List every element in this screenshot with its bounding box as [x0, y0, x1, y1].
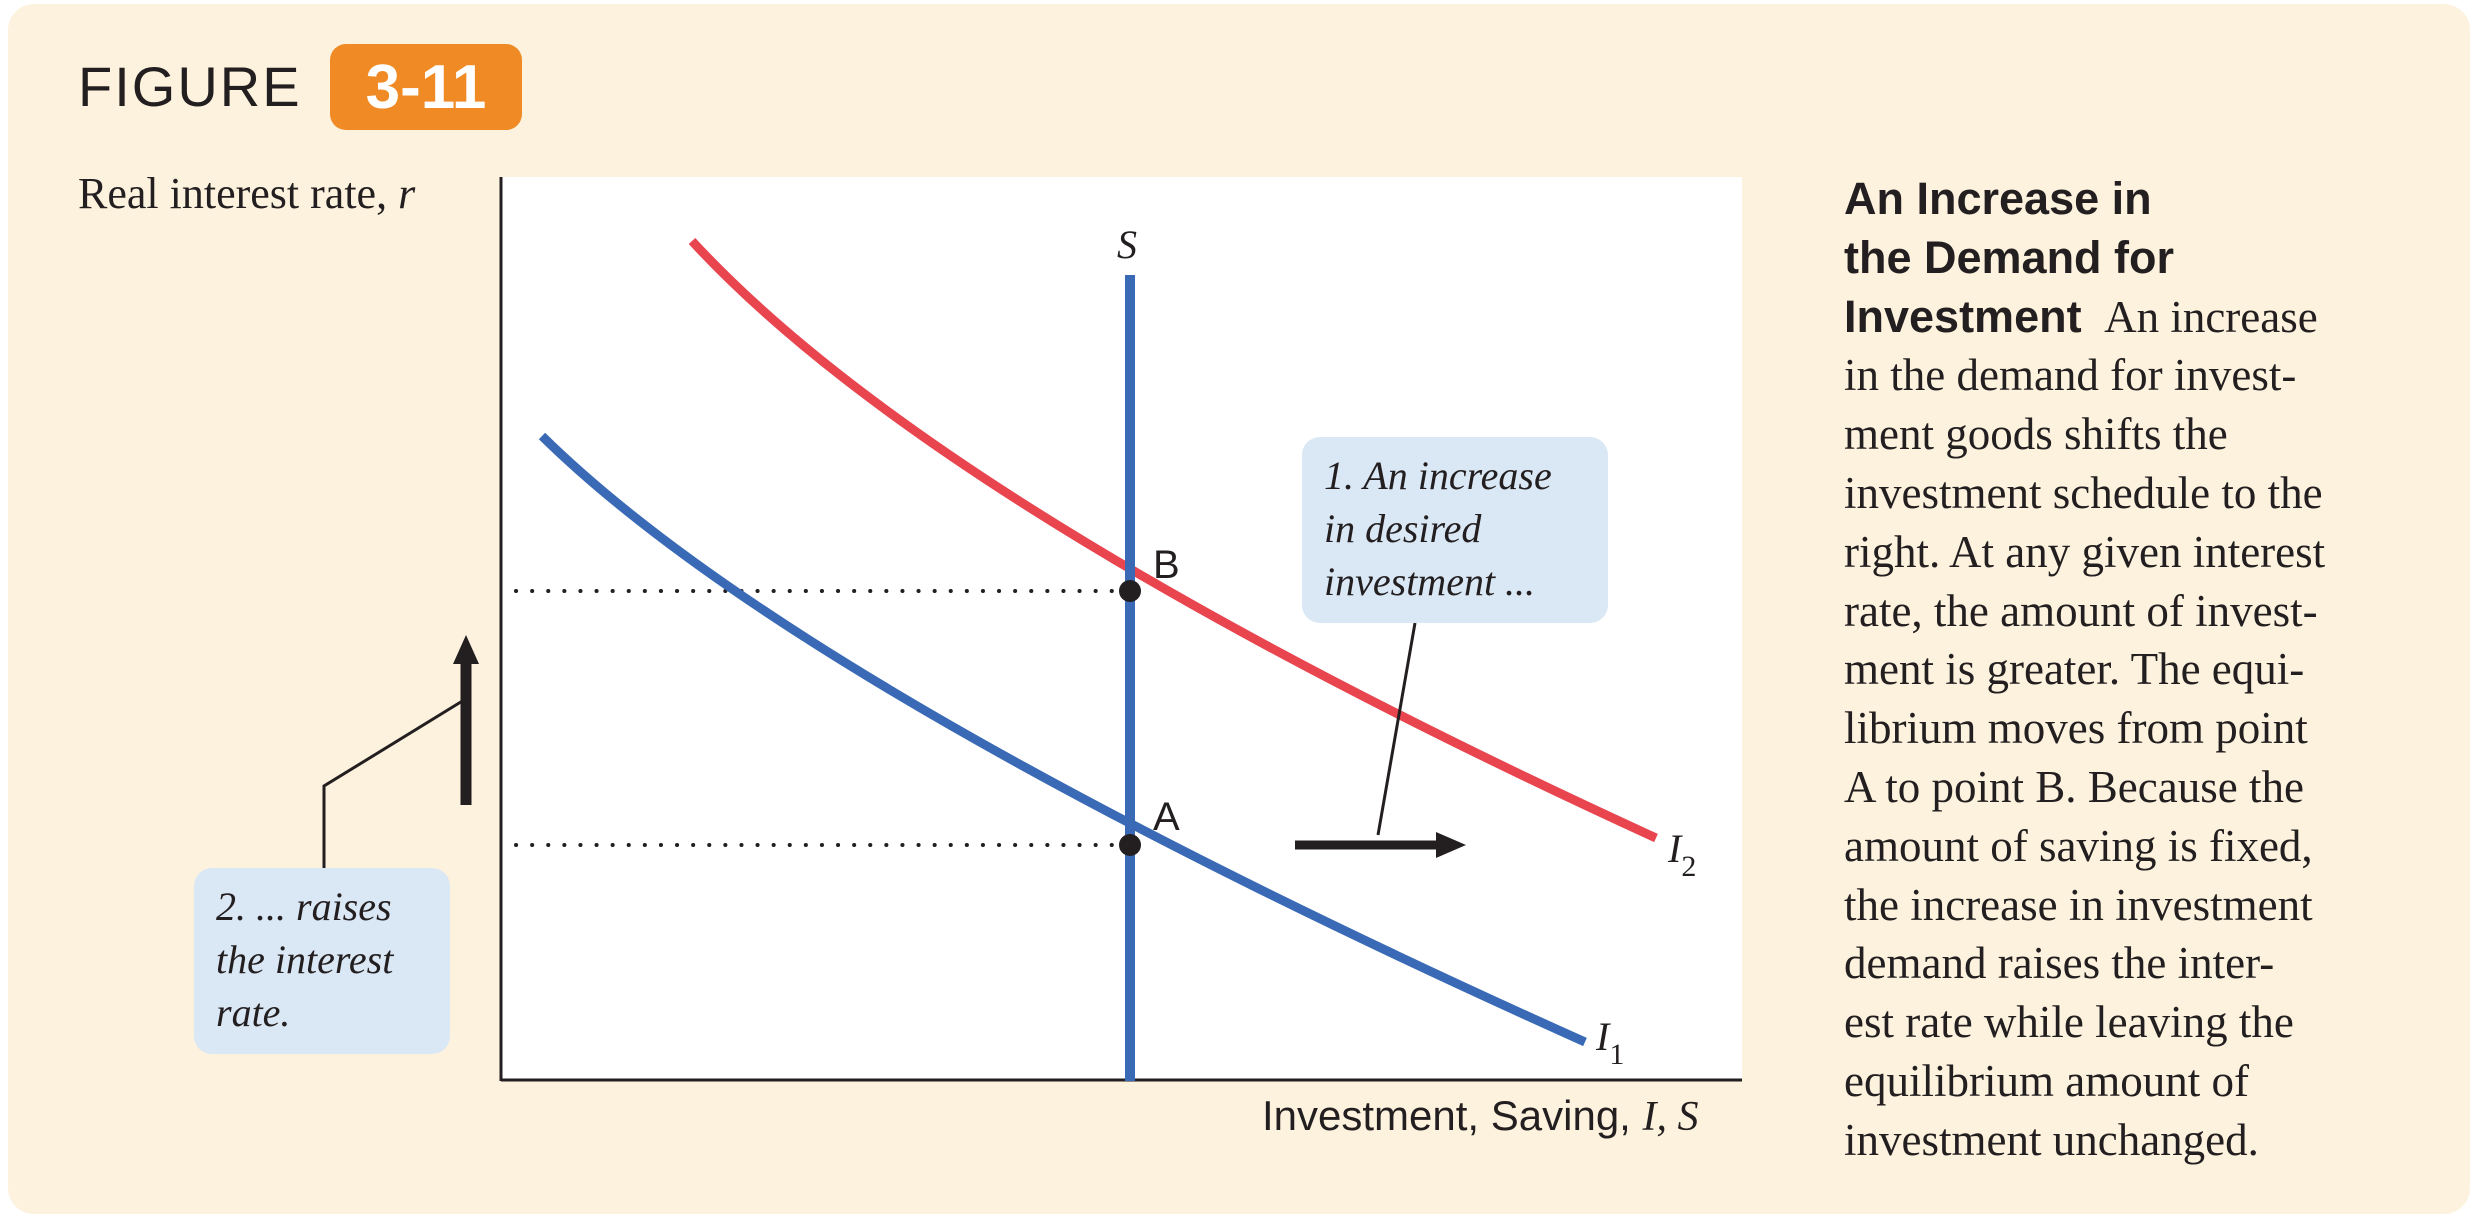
point-b-marker [1119, 580, 1141, 602]
plot-area [501, 177, 1742, 1081]
caption-title-line: An Increase in [1844, 173, 2152, 224]
y-axis-label: Real interest rate, r [78, 168, 415, 219]
figure-caption: An Increase in the Demand for Investment… [1844, 170, 2444, 1170]
caption-body-line: ment is greater. The equi- [1844, 644, 2305, 695]
figure-number-badge: 3-11 [330, 44, 522, 130]
caption-body-line: est rate while leaving the [1844, 997, 2294, 1048]
point-a-label: A [1153, 795, 1180, 839]
x-axis-label-text: Investment, Saving, [1262, 1092, 1643, 1139]
investment-curve-2 [688, 237, 1658, 843]
caption-title-line: the Demand for [1844, 231, 2175, 283]
point-a-marker [1119, 834, 1141, 856]
caption-body-line: librium moves from point [1844, 703, 2308, 754]
callout-1-line: in desired [1324, 506, 1482, 551]
x-axis-label: Investment, Saving, I, S [1262, 1092, 1699, 1141]
caption-body-line: amount of saving is fixed, [1844, 820, 2313, 871]
caption-body-line: in the demand for invest- [1844, 350, 2297, 401]
x-axis-variable: I, S [1642, 1094, 1699, 1140]
callout-raises-interest-rate: 2. ... raises the interest rate. [194, 868, 450, 1054]
caption-body-line: rate, the amount of invest- [1844, 585, 2318, 636]
caption-title-last-line: Investment An increase [1844, 288, 2444, 347]
investment-1-label: I1 [1595, 1014, 1624, 1071]
y-axis-label-text: Real interest rate, [78, 169, 399, 218]
investment-1-letter: I [1595, 1014, 1611, 1059]
rate-up-arrow-head [453, 635, 479, 664]
investment-2-label: I2 [1667, 826, 1696, 883]
callout-increase-desired-investment: 1. An increase in desired investment ... [1302, 437, 1608, 623]
point-b-label: B [1153, 543, 1180, 587]
shift-right-arrow-head [1436, 832, 1466, 858]
y-axis-variable: r [398, 169, 416, 218]
caption-body-line: investment schedule to the [1844, 467, 2323, 518]
investment-1-subscript: 1 [1609, 1038, 1624, 1071]
callout-2-line: 2. ... raises [216, 884, 392, 929]
callout-2-line: the interest [216, 937, 394, 982]
callout-1-line: investment ... [1324, 559, 1536, 604]
caption-body-line: ment goods shifts the [1844, 409, 2228, 460]
callout-2-line: rate. [216, 990, 291, 1035]
investment-2-subscript: 2 [1681, 850, 1696, 883]
callout-1-leader [1376, 622, 1417, 836]
caption-body-line: the increase in investment [1844, 879, 2313, 930]
caption-body-line: A to point B. Because the [1844, 761, 2304, 812]
investment-curve-1 [538, 432, 1587, 1047]
investment-2-letter: I [1667, 826, 1683, 871]
caption-body-line: right. At any given interest [1844, 526, 2326, 577]
figure-label: FIGURE [78, 55, 302, 118]
caption-body-line: demand raises the inter- [1844, 938, 2275, 989]
caption-title-line: Investment [1844, 290, 2082, 342]
callout-1-line: 1. An increase [1324, 453, 1552, 498]
saving-curve-label: S [1117, 222, 1137, 267]
caption-body-line: equilibrium amount of [1844, 1055, 2249, 1106]
callout-2-leader [322, 698, 465, 870]
caption-body-first: An increase [2104, 291, 2318, 342]
caption-body-line: investment unchanged. [1844, 1114, 2259, 1165]
